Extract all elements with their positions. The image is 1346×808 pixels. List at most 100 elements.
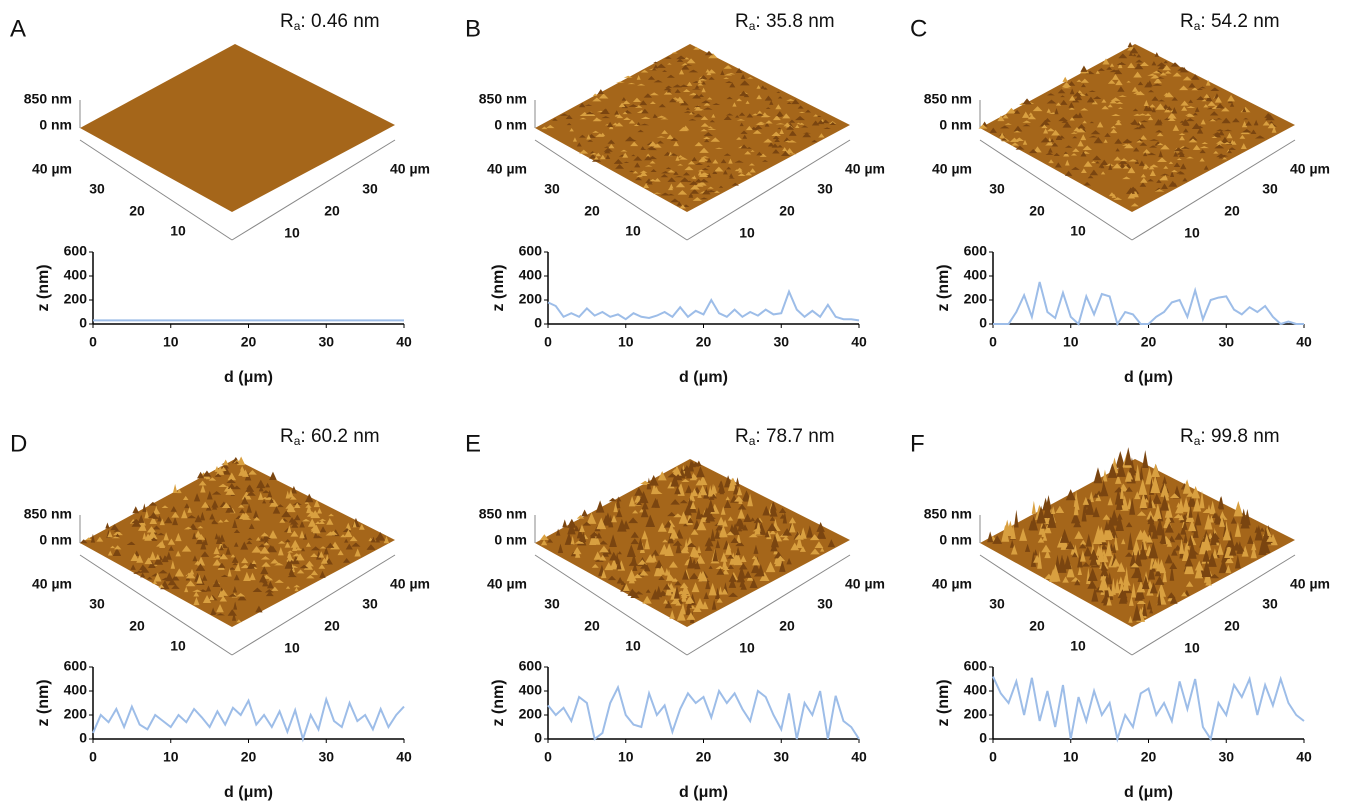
surface-peak [1068,102,1075,108]
surface-peak [712,103,721,106]
surface-peak [1180,525,1187,535]
surface-peak [351,542,361,547]
surface-peak [1098,163,1105,168]
surface-axis-label: 40 µm [932,576,972,592]
surface-peak [698,157,708,161]
surface-peak [750,150,755,152]
surface-peak [146,526,157,533]
surface-peak [1142,148,1151,154]
surface-peak [671,469,678,473]
surface-peak [288,567,295,575]
surface-peak [328,513,334,517]
surface-peak [1157,590,1162,606]
surface-peak [1051,506,1056,514]
surface-peak [673,513,683,518]
surface-peak [818,133,825,138]
surface-peak [1047,147,1053,153]
surface-peak [1072,136,1078,139]
surface-peak [658,103,666,108]
surface-peak [691,474,698,480]
surface-peak [1160,173,1170,176]
surface-peak [267,490,273,498]
surface-peak [260,556,271,560]
surface-peak [1232,117,1240,123]
surface-peak [1182,497,1191,512]
surface-peak [241,491,252,500]
surface-peak [736,119,746,121]
surface-peak [637,83,646,86]
surface-peak [701,168,709,171]
y-tick-label: 600 [64,243,88,259]
surface-peak [1146,152,1157,156]
surface-peak [667,169,676,173]
surface-peak [288,489,294,498]
surface-peak [216,604,224,613]
surface-peak [714,587,721,600]
surface-peak [248,523,255,529]
surface-peak [726,96,733,100]
surface-peak [263,539,269,543]
surface-peak [1138,123,1146,129]
surface-peak [1072,148,1080,152]
surface-peak [1206,504,1212,513]
surface-peak [1221,136,1229,143]
surface-peak [669,98,677,103]
surface-peak [1186,494,1197,507]
surface-peak [735,67,743,74]
surface-peak [304,493,314,503]
surface-axis-label: 10 [739,640,755,656]
surface-peak [1076,79,1082,82]
surface-peak [1166,539,1173,547]
surface-peak [262,496,268,500]
surface-peak [159,518,165,526]
surface-peak [620,149,628,152]
surface-axis-label: 40 µm [487,576,527,592]
surface-peak [660,117,669,120]
surface-peak [1123,140,1133,142]
surface-peak [769,529,777,535]
surface-peak [614,122,624,127]
surface-peak [667,481,675,489]
surface-peak [1133,71,1142,78]
surface-peak [631,154,636,157]
surface-peak [370,536,377,543]
surface-peak [731,182,740,186]
surface-peak [220,574,229,578]
x-tick-label: 40 [1296,749,1312,765]
surface-peak [1051,142,1059,147]
surface-peak [1154,575,1165,585]
surface-axis-label: 10 [170,223,186,239]
surface-peak [616,508,623,518]
surface-peak [1022,139,1028,145]
surface-peak [657,522,667,532]
surface-peak [736,167,743,171]
surface-peak [703,485,710,499]
surface-peak [628,104,639,107]
surface-peak [720,506,726,515]
surface-peak [736,136,742,140]
surface-peak [699,147,709,153]
y-axis-label: z (nm) [35,264,52,311]
surface-peak [242,516,252,520]
surface-peak [722,568,729,575]
surface-peak [1154,52,1160,57]
surface-peak [791,99,800,105]
surface-peak [1247,535,1254,544]
surface-peak [1124,447,1133,466]
surface-peak [1194,563,1204,579]
surface-peak [1146,510,1155,520]
surface-peak [662,539,668,543]
surface-peak [1205,95,1213,102]
surface-peak [779,514,786,519]
surface-peak [651,68,657,71]
surface-peak [159,539,166,548]
surface-peak [285,586,291,589]
surface-peak [185,580,196,587]
surface-peak [344,538,349,543]
surface-peak [1182,479,1192,494]
surface-peak [632,562,638,572]
surface-peak [1181,106,1188,111]
surface-peak [1216,543,1224,555]
surface-peak [1134,549,1142,567]
surface-peak [620,580,626,585]
